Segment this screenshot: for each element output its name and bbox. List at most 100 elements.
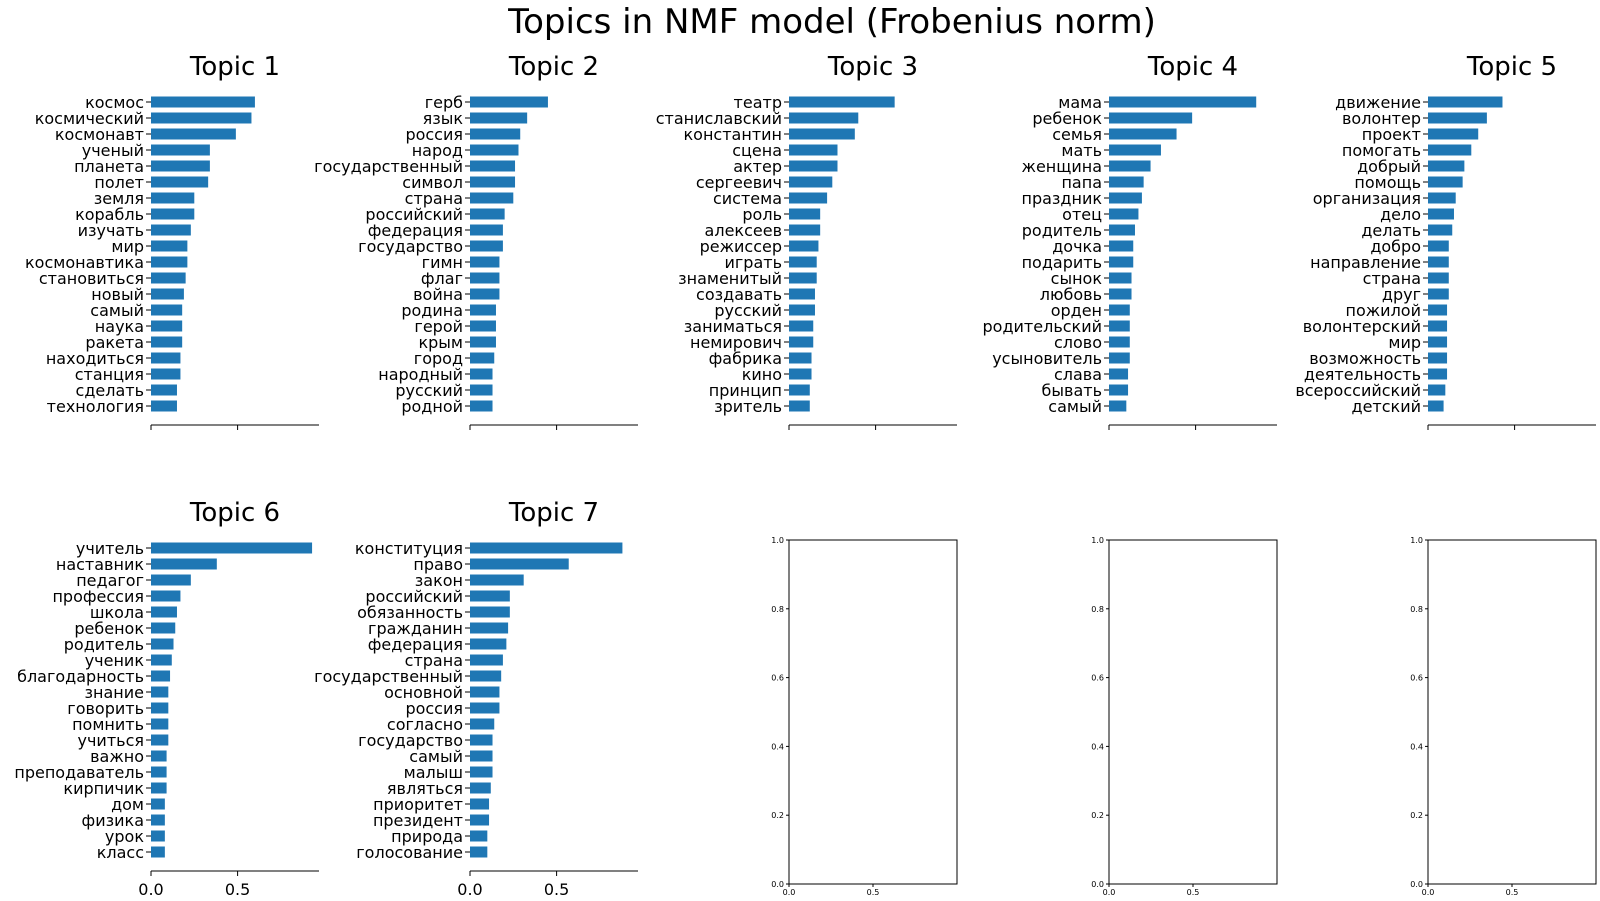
topic-panel-3: Topic 3 театрстаниславскийконстантинсцена… [656,52,957,430]
y-tick-label: 0.4 [1410,742,1423,751]
bar-федерация [470,638,507,650]
x-tick-label: 0.0 [783,888,796,897]
category-label: язык [423,109,464,128]
bar-роль [789,208,821,220]
category-label: праздник [1021,189,1102,208]
category-label: знаменитый [678,269,782,288]
category-label: любовь [1040,285,1102,304]
bar-сынок [1109,272,1132,284]
x-tick-label: 0.0 [1422,888,1435,897]
bar-мир [1428,336,1448,348]
bar-приоритет [470,798,490,810]
bar-преподаватель [151,766,167,778]
category-label: родительский [983,317,1102,336]
bar-закон [470,574,524,586]
x-tick-label: 0.0 [1103,888,1116,897]
bar-наставник [151,558,217,570]
category-label: крым [418,333,463,352]
bar-планета [151,160,210,172]
bar-учиться [151,734,169,746]
category-label: проект [1362,125,1421,144]
bar-народный [470,368,493,380]
y-tick-label: 0.2 [1410,811,1423,820]
category-label: родной [401,397,463,416]
category-label: помнить [72,715,144,734]
category-label: приоритет [373,795,463,814]
category-label: бывать [1042,381,1102,400]
category-label: ракета [85,333,144,352]
bar-являться [470,782,491,794]
category-label: символ [402,173,463,192]
figure-suptitle: Topics in NMF model (Frobenius norm) [507,2,1156,42]
category-label: сынок [1051,269,1103,288]
category-label: планета [74,157,144,176]
category-label: педагог [76,571,144,590]
y-tick-label: 0.0 [1091,880,1104,889]
bar-родительский [1109,320,1130,332]
category-label: орден [1051,301,1102,320]
bar-дочка [1109,240,1134,252]
category-label: ученик [85,651,145,670]
category-label: мир [111,237,144,256]
category-label: дело [1380,205,1421,224]
category-label: ребенок [74,619,144,638]
bar-профессия [151,590,181,602]
category-label: детский [1352,397,1421,416]
category-label: знание [85,683,144,702]
bar-гражданин [470,622,509,634]
bar-помнить [151,718,169,730]
bar-ракета [151,336,183,348]
bar-город [470,352,495,364]
category-label: родина [401,301,463,320]
panel-title: Topic 6 [189,498,280,528]
bar-война [470,288,500,300]
category-label: согласно [387,715,463,734]
bar-усыновитель [1109,352,1130,364]
category-label: космос [85,93,144,112]
category-label: природа [391,827,463,846]
category-label: помогать [1342,141,1421,160]
category-label: герб [425,93,463,112]
bar-родитель [1109,224,1135,236]
y-tick-label: 0.2 [1091,811,1104,820]
category-label: космонавтика [25,253,144,272]
category-label: создавать [696,285,782,304]
bar-знание [151,686,169,698]
category-label: кирпичик [63,779,144,798]
bar-технология [151,400,177,412]
category-label: отец [1062,205,1102,224]
bar-герой [470,320,496,332]
topic-panels: Topic 1космоскосмическийкосмонавтученыйп… [14,52,1597,899]
bar-праздник [1109,192,1142,204]
x-tick-label: 0.5 [544,880,569,899]
category-label: родитель [1022,221,1102,240]
category-label: учиться [78,731,145,750]
category-label: федерация [368,635,463,654]
category-label: режиссер [700,237,782,256]
empty-axes-frame [788,539,958,885]
category-label: наука [95,317,144,336]
bar-слово [1109,336,1130,348]
bar-россия [470,702,500,714]
category-label: корабль [75,205,144,224]
panel-title: Topic 5 [1466,52,1557,82]
bar-подарить [1109,256,1134,268]
bar-станция [151,368,181,380]
category-label: преподаватель [14,763,144,782]
category-label: движение [1335,93,1421,112]
bar-создавать [789,288,815,300]
bar-космический [151,112,252,124]
bar-говорить [151,702,169,714]
category-label: государственный [314,157,463,176]
bar-немирович [789,336,814,348]
category-label: сделать [76,381,144,400]
bar-мир [151,240,188,252]
category-label: слово [1054,333,1102,352]
bar-родитель [151,638,174,650]
x-tick-label: 0.5 [867,888,880,897]
bar-система [789,192,828,204]
category-label: российский [365,587,463,606]
category-label: профессия [52,587,144,606]
bar-дом [151,798,165,810]
